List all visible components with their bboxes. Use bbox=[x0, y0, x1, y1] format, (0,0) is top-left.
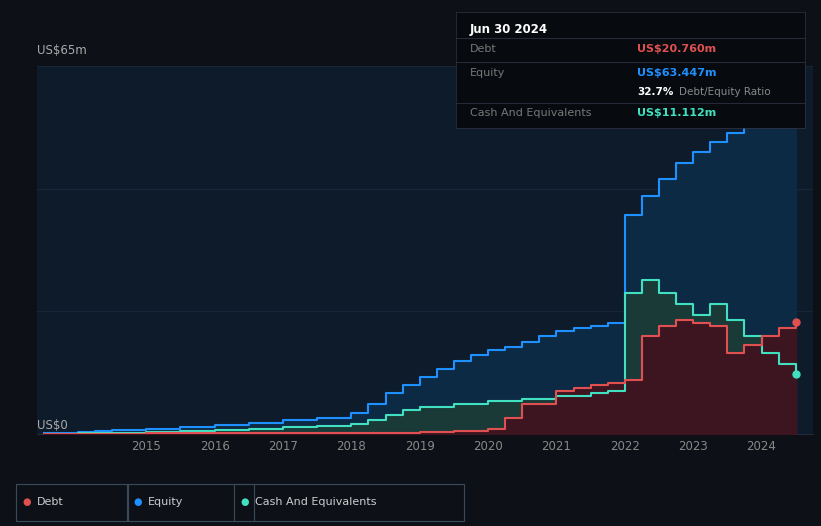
Text: Equity: Equity bbox=[148, 497, 183, 508]
Text: ●: ● bbox=[134, 497, 142, 508]
Text: Debt/Equity Ratio: Debt/Equity Ratio bbox=[679, 87, 771, 97]
Text: US$11.112m: US$11.112m bbox=[637, 108, 717, 118]
Text: 32.7%: 32.7% bbox=[637, 87, 673, 97]
Text: US$0: US$0 bbox=[37, 419, 67, 432]
Text: Cash And Equivalents: Cash And Equivalents bbox=[255, 497, 376, 508]
Text: Debt: Debt bbox=[470, 44, 497, 54]
Text: Jun 30 2024: Jun 30 2024 bbox=[470, 23, 548, 36]
Text: Equity: Equity bbox=[470, 68, 505, 78]
Text: US$63.447m: US$63.447m bbox=[637, 68, 717, 78]
Text: ●: ● bbox=[241, 497, 249, 508]
Text: US$65m: US$65m bbox=[37, 44, 87, 57]
Text: Cash And Equivalents: Cash And Equivalents bbox=[470, 108, 591, 118]
Text: Debt: Debt bbox=[37, 497, 64, 508]
Text: US$20.760m: US$20.760m bbox=[637, 44, 716, 54]
Text: ●: ● bbox=[23, 497, 31, 508]
